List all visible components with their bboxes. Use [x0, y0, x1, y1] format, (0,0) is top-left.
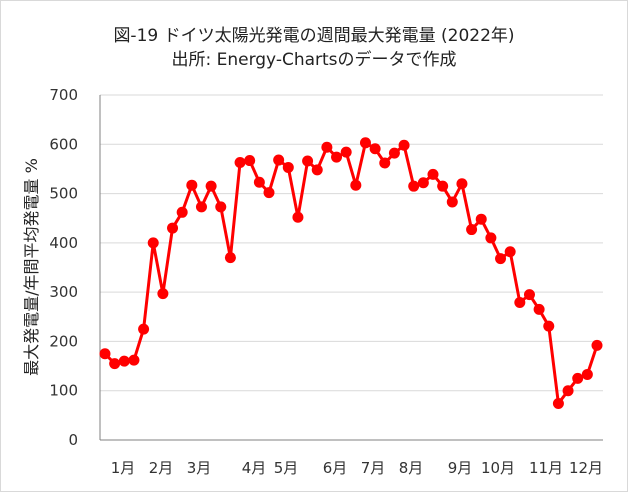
y-tick-label: 200 — [49, 332, 78, 350]
data-point — [311, 164, 323, 176]
data-point — [138, 323, 150, 335]
data-point — [552, 398, 564, 410]
x-tick-label: 3月 — [187, 459, 212, 477]
data-point — [523, 289, 535, 301]
x-tick-label: 9月 — [448, 459, 473, 477]
y-tick-label: 500 — [49, 185, 78, 203]
data-point — [466, 224, 478, 236]
data-point — [186, 179, 198, 191]
data-point — [398, 139, 410, 151]
y-tick-label: 0 — [68, 431, 78, 449]
data-point — [581, 368, 593, 380]
data-point — [273, 154, 285, 166]
y-tick-label: 300 — [49, 283, 78, 301]
data-point — [456, 178, 468, 190]
data-point — [514, 296, 526, 308]
data-point — [253, 176, 265, 188]
data-point — [215, 201, 227, 213]
x-tick-label: 10月 — [481, 459, 515, 477]
data-point — [205, 180, 217, 192]
data-point — [446, 196, 458, 208]
data-point — [195, 201, 207, 213]
data-point — [408, 180, 420, 192]
x-tick-label: 5月 — [274, 459, 299, 477]
data-point — [282, 161, 294, 173]
data-point — [350, 179, 362, 191]
data-point — [427, 168, 439, 180]
data-point — [167, 222, 179, 234]
x-tick-label: 6月 — [323, 459, 348, 477]
data-point — [157, 288, 169, 300]
data-point — [118, 355, 130, 367]
data-point — [321, 141, 333, 153]
y-tick-label: 100 — [49, 382, 78, 400]
x-tick-label: 7月 — [361, 459, 386, 477]
series-line — [103, 141, 599, 406]
data-point — [292, 211, 304, 223]
x-tick-label: 2月 — [149, 459, 174, 477]
data-point — [572, 372, 584, 384]
data-point — [263, 187, 275, 199]
data-point — [495, 253, 507, 265]
data-point — [359, 137, 371, 149]
data-point — [128, 354, 140, 366]
y-axis-label: 最大発電量/年間平均発電量 % — [22, 158, 41, 376]
x-tick-label: 11月 — [529, 459, 563, 477]
data-point — [99, 348, 111, 360]
data-point — [379, 157, 391, 169]
data-point — [176, 206, 188, 218]
data-point — [562, 385, 574, 397]
x-tick-label: 1月 — [111, 459, 136, 477]
data-point — [244, 155, 256, 167]
data-point — [591, 339, 603, 351]
data-point — [533, 303, 545, 315]
chart-subtitle: 出所: Energy-Chartsのデータで作成 — [171, 50, 457, 70]
y-tick-label: 700 — [49, 86, 78, 104]
data-point — [331, 151, 343, 163]
x-tick-label: 8月 — [399, 459, 424, 477]
data-point — [369, 143, 381, 155]
data-point — [147, 237, 159, 249]
data-point — [224, 252, 236, 264]
y-tick-label: 600 — [49, 135, 78, 153]
data-point — [302, 155, 314, 167]
data-point — [475, 213, 487, 225]
data-point — [437, 180, 449, 192]
data-point — [543, 320, 555, 332]
data-point — [388, 147, 400, 159]
data-point — [234, 157, 246, 169]
y-tick-label: 400 — [49, 234, 78, 252]
x-tick-label: 12月 — [569, 459, 603, 477]
data-point — [417, 177, 429, 189]
data-point — [340, 146, 352, 158]
data-point — [504, 246, 516, 258]
data-point — [109, 358, 121, 370]
data-point — [485, 232, 497, 244]
chart-title: 図-19 ドイツ太陽光発電の週間最大発電量 (2022年) — [113, 26, 515, 46]
x-tick-label: 4月 — [242, 459, 267, 477]
